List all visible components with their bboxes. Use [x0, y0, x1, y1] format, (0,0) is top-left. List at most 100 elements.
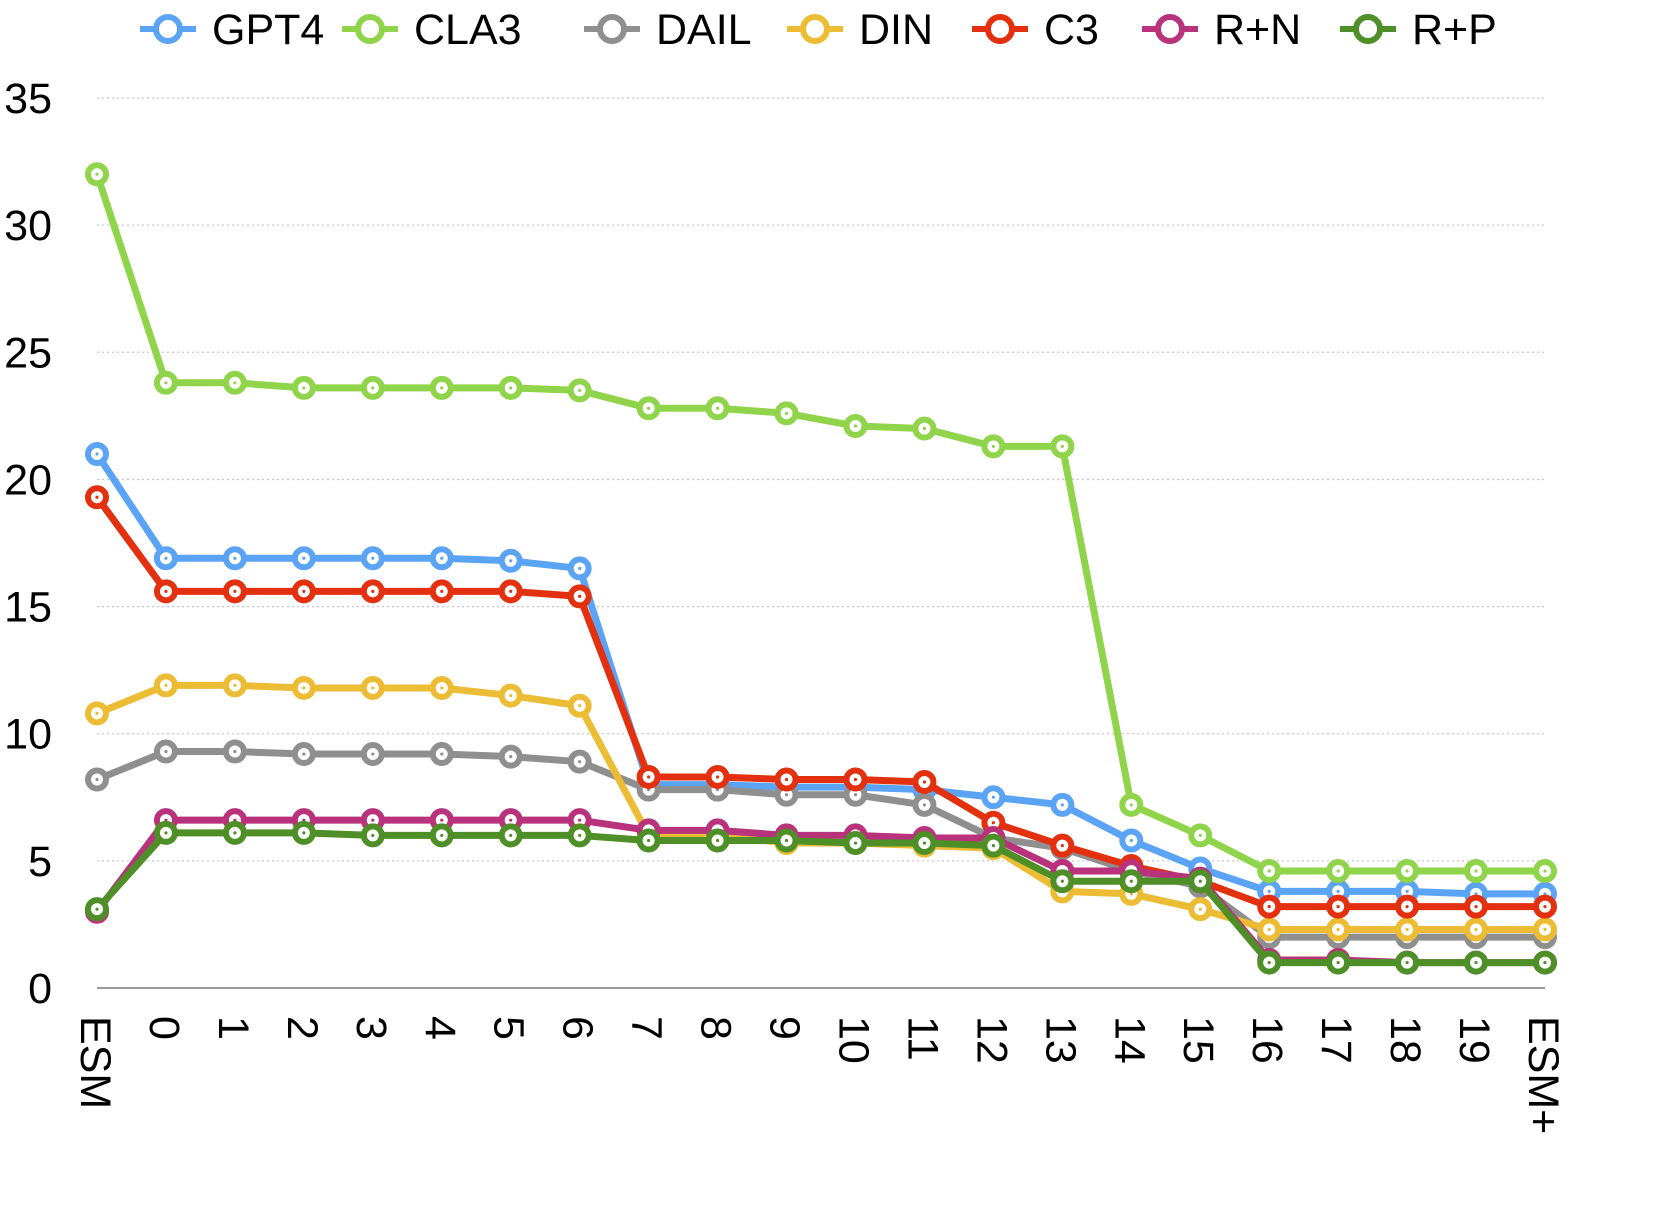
data-point-center: [1474, 960, 1478, 965]
data-point-center: [1405, 960, 1409, 965]
data-point-center: [991, 795, 995, 799]
data-point-center: [1474, 905, 1478, 909]
data-point-center: [509, 559, 513, 563]
data-point-center: [991, 821, 995, 825]
data-point-center: [1405, 927, 1409, 932]
x-tick-label: 18: [1381, 1016, 1429, 1064]
data-point-center: [853, 424, 858, 428]
data-point-center: [95, 711, 99, 715]
legend-label: R+N: [1214, 6, 1301, 54]
data-point-center: [164, 381, 168, 385]
legend-item: CLA3: [342, 6, 522, 54]
data-point-center: [922, 780, 927, 784]
data-point-center: [95, 777, 99, 782]
legend-label: DIN: [859, 6, 933, 54]
data-point-center: [440, 589, 444, 593]
data-point-center: [371, 686, 375, 690]
series-r-p: [85, 820, 1557, 975]
data-point-center: [578, 594, 582, 599]
data-point-center: [440, 386, 444, 390]
data-point-center: [578, 566, 582, 571]
legend-item: R+P: [1340, 6, 1497, 54]
data-point-center: [1198, 833, 1202, 838]
data-point-center: [715, 406, 720, 410]
data-point-center: [302, 686, 306, 690]
x-tick-label: 14: [1105, 1016, 1153, 1064]
data-point-center: [440, 556, 444, 560]
x-tick-label: 15: [1174, 1016, 1222, 1064]
x-tick-label: 19: [1450, 1016, 1498, 1064]
legend-label: C3: [1044, 6, 1099, 54]
data-point-center: [302, 556, 306, 560]
data-point-center: [715, 775, 720, 779]
legend-label: GPT4: [212, 6, 324, 54]
data-point-center: [440, 818, 444, 822]
data-point-center: [1267, 960, 1271, 965]
x-tick-label: 12: [967, 1016, 1015, 1064]
data-point-center: [164, 683, 168, 688]
data-point-center: [1474, 869, 1478, 873]
y-tick-label: 5: [28, 838, 52, 886]
data-point-center: [784, 838, 789, 843]
legend-label: R+P: [1412, 6, 1497, 54]
x-tick-label: 4: [416, 1016, 464, 1040]
legend: GPT4 CLA3 DAIL DIN C3 R+N R+P: [140, 6, 1497, 54]
data-point-center: [922, 426, 927, 431]
data-point-center: [784, 777, 789, 782]
legend-label: CLA3: [414, 6, 522, 54]
data-point-center: [784, 411, 789, 415]
data-point-center: [715, 838, 720, 843]
data-point-center: [1267, 927, 1271, 932]
data-point-center: [1543, 960, 1547, 965]
data-point-center: [233, 683, 237, 688]
data-point-center: [509, 589, 513, 593]
data-point-center: [1060, 803, 1064, 807]
data-point-center: [853, 777, 858, 782]
data-point-center: [95, 907, 99, 911]
data-point-center: [647, 406, 651, 410]
data-point-center: [784, 793, 789, 797]
x-tick-label: ESM+: [1519, 1016, 1567, 1134]
data-point-center: [853, 841, 858, 845]
x-tick-label: 0: [140, 1016, 188, 1040]
x-tick-label: 8: [692, 1016, 740, 1040]
data-point-center: [1198, 907, 1202, 911]
data-point-center: [1060, 879, 1064, 883]
data-point-center: [509, 818, 513, 822]
data-point-center: [922, 841, 927, 845]
x-tick-label: 9: [761, 1016, 809, 1040]
data-point-center: [95, 172, 99, 176]
x-tick-label: 6: [554, 1016, 602, 1040]
legend-marker: [153, 14, 183, 44]
data-point-center: [1267, 889, 1271, 893]
data-point-center: [853, 793, 858, 797]
data-point-center: [164, 556, 168, 560]
data-point-center: [1336, 927, 1340, 932]
x-tick-label: 16: [1243, 1016, 1291, 1064]
data-point-center: [1543, 927, 1547, 932]
series-line: [93, 450, 1549, 898]
data-point-center: [233, 831, 237, 835]
x-tick-label: 11: [898, 1016, 946, 1061]
data-point-center: [1405, 905, 1409, 909]
data-point-center: [302, 831, 306, 835]
data-point-center: [371, 386, 375, 390]
x-tick-label: 5: [485, 1016, 533, 1040]
legend-marker: [597, 14, 627, 44]
data-point-center: [1405, 889, 1409, 893]
legend-item: R+N: [1142, 6, 1301, 54]
data-point-center: [1474, 927, 1478, 932]
data-point-center: [233, 556, 237, 560]
data-point-center: [509, 693, 513, 698]
data-point-center: [509, 386, 513, 390]
data-point-center: [991, 844, 995, 848]
data-point-center: [302, 589, 306, 593]
data-point-center: [1060, 844, 1064, 848]
x-tick-label: 2: [278, 1016, 326, 1040]
legend-item: C3: [972, 6, 1099, 54]
data-point-center: [578, 833, 582, 838]
x-axis: ESM 0 1 2 3 4 5 6 7 8 9 10 11 12 13 14 15 16 17 18 19 ESM+: [71, 987, 1567, 1134]
data-point-center: [647, 838, 651, 843]
legend-marker: [985, 14, 1015, 44]
